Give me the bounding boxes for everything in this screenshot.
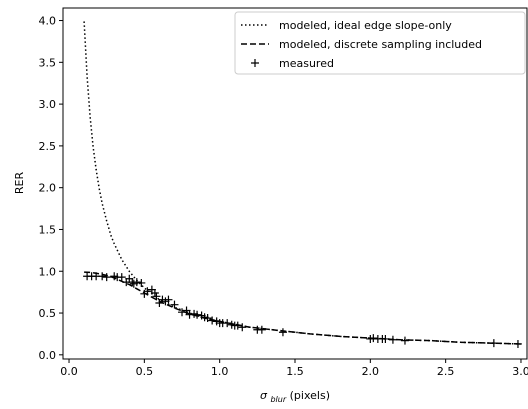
- x-tick-label: 1.0: [211, 365, 229, 378]
- measured-point: [98, 272, 107, 281]
- legend-label: modeled, ideal edge slope-only: [279, 19, 452, 32]
- measured-point: [489, 339, 498, 348]
- y-tick-label: 2.5: [39, 140, 57, 153]
- series-line-ideal-edge: [83, 21, 522, 345]
- measured-point: [164, 295, 173, 304]
- legend-box: [234, 11, 526, 75]
- x-axis-label-main: σ: [260, 389, 268, 402]
- series-layer: [83, 21, 522, 348]
- legend-label: modeled, discrete sampling included: [279, 38, 482, 51]
- measured-point: [178, 308, 187, 317]
- x-tick-label: 3.0: [512, 365, 528, 378]
- legend-marker-measured: [251, 59, 259, 67]
- measured-point: [513, 339, 522, 348]
- measured-point: [117, 273, 126, 282]
- y-tick-label: 3.5: [39, 56, 57, 69]
- measured-point: [223, 319, 232, 328]
- measured-point: [102, 273, 111, 282]
- measured-point: [208, 316, 217, 325]
- measured-point: [152, 292, 161, 301]
- x-tick-label: 0.5: [136, 365, 154, 378]
- measured-point: [193, 310, 202, 319]
- measured-point: [278, 328, 287, 337]
- measured-point: [170, 300, 179, 309]
- legend: modeled, ideal edge slope-only modeled, d…: [234, 11, 526, 75]
- y-tick-label: 0.5: [39, 307, 57, 320]
- y-tick-label: 1.0: [39, 265, 57, 278]
- y-tick-label: 0.0: [39, 349, 57, 362]
- y-tick-label: 4.0: [39, 15, 57, 28]
- y-axis-label: RER: [13, 172, 26, 195]
- measured-point: [185, 310, 194, 319]
- measured-point: [143, 287, 152, 296]
- measured-point: [150, 288, 159, 297]
- measured-point: [182, 306, 191, 315]
- x-tick-label: 2.0: [362, 365, 380, 378]
- measured-point: [381, 334, 390, 343]
- measured-point: [369, 334, 378, 343]
- ticks-layer: 0.0 0.5 1.0 1.5 2.0 2.5 3.0 0.0 0.5 1.0 1.5 2.0 2.5 3…: [39, 15, 528, 378]
- measured-point: [137, 278, 146, 287]
- x-axis-label-unit: (pixels): [290, 389, 330, 402]
- measured-point: [388, 335, 397, 344]
- x-tick-label: 2.5: [437, 365, 455, 378]
- y-tick-label: 2.0: [39, 182, 57, 195]
- y-tick-label: 1.5: [39, 223, 57, 236]
- measured-point: [400, 336, 409, 345]
- x-axis-label-subscript: blur: [270, 395, 286, 404]
- measured-point: [257, 325, 266, 334]
- legend-label: measured: [279, 57, 334, 70]
- measured-point: [238, 323, 247, 332]
- x-axis-label: σ blur (pixels): [260, 389, 330, 405]
- measured-point: [203, 314, 212, 323]
- x-tick-label: 0.0: [60, 365, 78, 378]
- x-tick-label: 1.5: [286, 365, 304, 378]
- measured-point: [233, 321, 242, 330]
- y-tick-label: 3.0: [39, 98, 57, 111]
- measured-point: [132, 278, 141, 287]
